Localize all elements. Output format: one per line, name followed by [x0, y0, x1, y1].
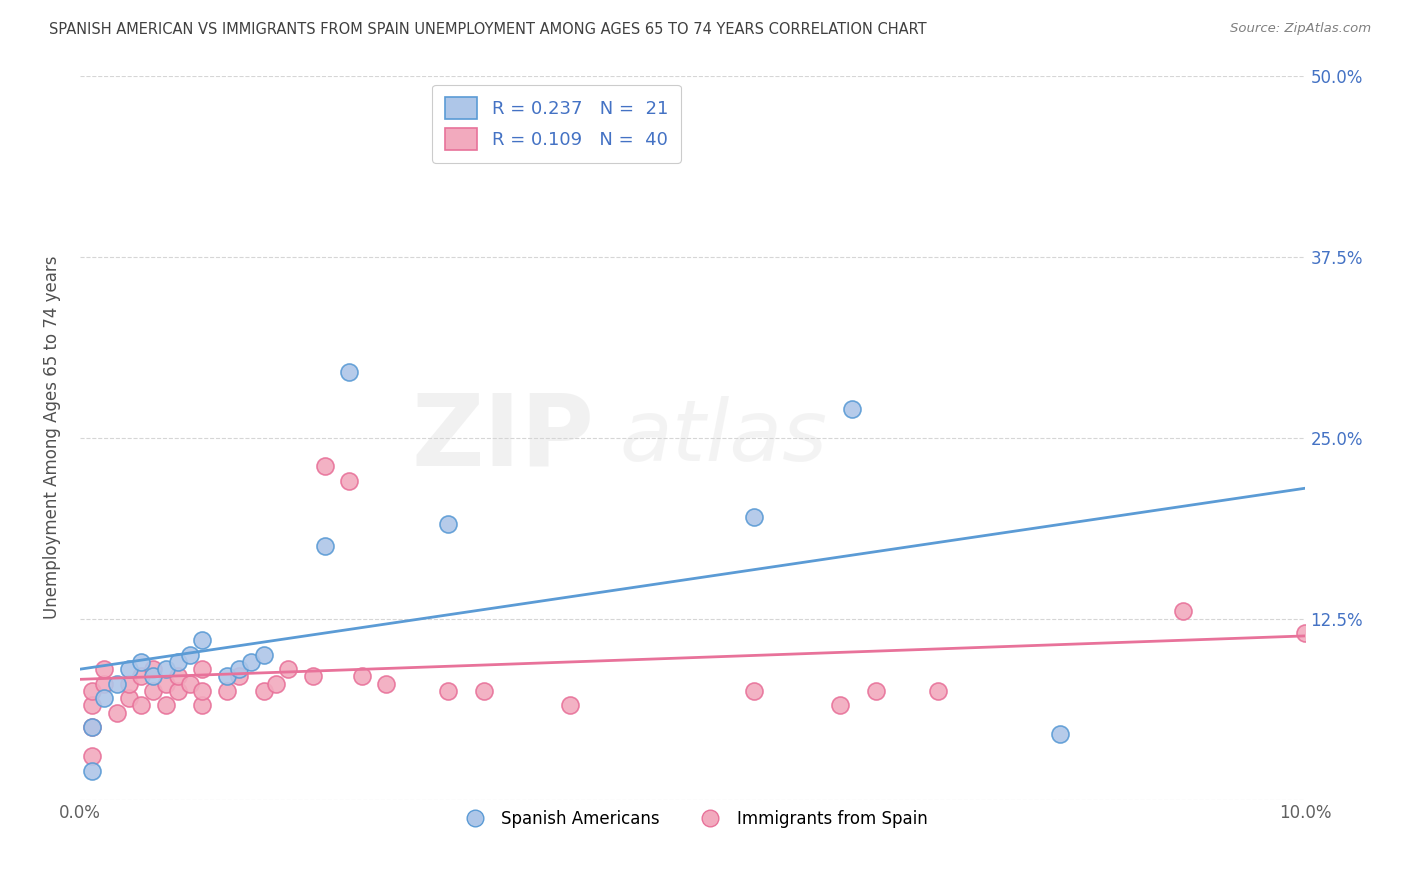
Point [375, 676, 398, 690]
Point [1171, 604, 1194, 618]
Point [105, 706, 128, 720]
Point [841, 401, 863, 416]
Point [155, 676, 177, 690]
Point [167, 684, 190, 698]
Point [240, 655, 263, 669]
Point [314, 539, 336, 553]
Point [105, 676, 128, 690]
Point [215, 669, 238, 683]
Point [865, 684, 887, 698]
Point [82, 749, 104, 764]
Point [167, 669, 190, 683]
Point [155, 698, 177, 713]
Point [558, 698, 581, 713]
Point [155, 662, 177, 676]
Point [93, 691, 115, 706]
Point [1049, 727, 1071, 741]
Point [1294, 626, 1316, 640]
Point [191, 633, 214, 648]
Text: atlas: atlas [619, 396, 827, 479]
Point [142, 669, 165, 683]
Point [436, 517, 458, 532]
Point [191, 684, 214, 698]
Point [215, 684, 238, 698]
Point [264, 676, 287, 690]
Point [339, 474, 361, 488]
Point [82, 684, 104, 698]
Text: SPANISH AMERICAN VS IMMIGRANTS FROM SPAIN UNEMPLOYMENT AMONG AGES 65 TO 74 YEARS: SPANISH AMERICAN VS IMMIGRANTS FROM SPAI… [49, 22, 927, 37]
Point [129, 698, 152, 713]
Point [314, 459, 336, 474]
Point [82, 720, 104, 734]
Point [828, 698, 851, 713]
Point [436, 684, 458, 698]
Point [129, 669, 152, 683]
Point [228, 669, 250, 683]
Point [82, 720, 104, 734]
Point [93, 662, 115, 676]
Point [118, 691, 141, 706]
Y-axis label: Unemployment Among Ages 65 to 74 years: Unemployment Among Ages 65 to 74 years [44, 256, 60, 619]
Point [118, 662, 141, 676]
Point [191, 698, 214, 713]
Point [129, 655, 152, 669]
Point [142, 662, 165, 676]
Point [179, 676, 201, 690]
Point [228, 662, 250, 676]
Point [82, 764, 104, 778]
Point [167, 655, 190, 669]
Point [253, 648, 276, 662]
Point [742, 510, 765, 524]
Point [93, 676, 115, 690]
Point [339, 365, 361, 379]
Point [191, 662, 214, 676]
Point [350, 669, 373, 683]
Point [277, 662, 299, 676]
Text: Source: ZipAtlas.com: Source: ZipAtlas.com [1230, 22, 1371, 36]
Legend: Spanish Americans, Immigrants from Spain: Spanish Americans, Immigrants from Spain [451, 804, 934, 835]
Point [253, 684, 276, 698]
Point [179, 648, 201, 662]
Point [472, 684, 495, 698]
Point [301, 669, 323, 683]
Point [742, 684, 765, 698]
Point [927, 684, 949, 698]
Point [82, 698, 104, 713]
Point [142, 684, 165, 698]
Text: ZIP: ZIP [412, 389, 595, 486]
Point [118, 676, 141, 690]
